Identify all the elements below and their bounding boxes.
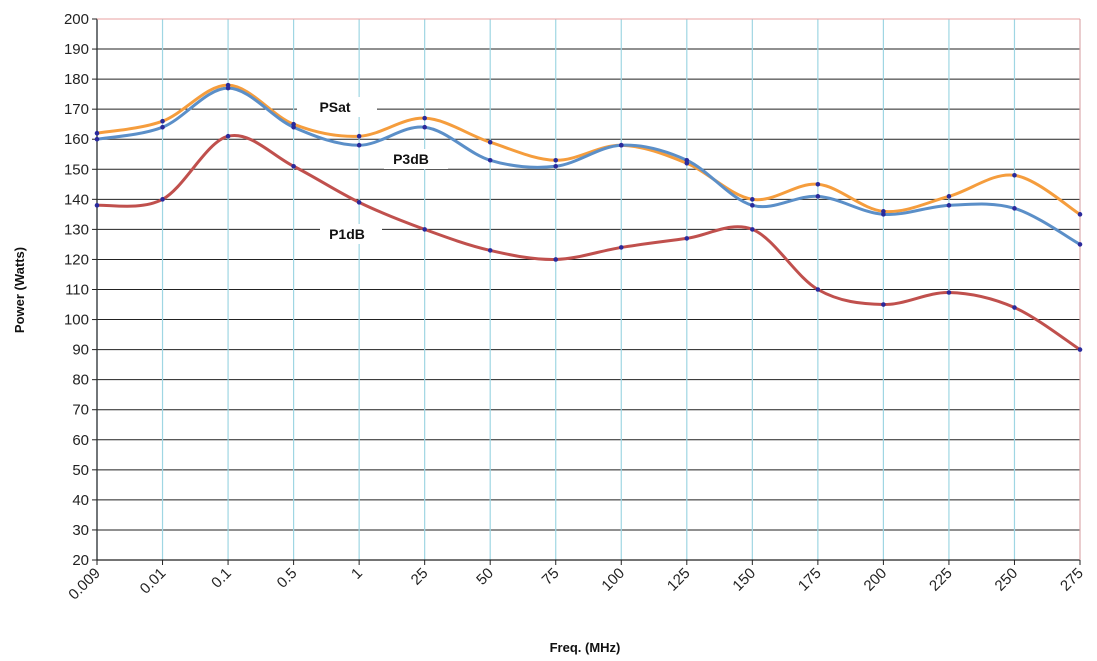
series-label-bg-psat bbox=[297, 97, 377, 117]
series-label-p3db: P3dB bbox=[393, 151, 429, 167]
data-point-psat bbox=[946, 194, 952, 199]
x-tick-label: 275 bbox=[1057, 565, 1087, 595]
series-label-bg-p3db bbox=[384, 149, 448, 169]
data-point-p3db bbox=[618, 142, 624, 148]
y-tick-label: 200 bbox=[64, 11, 89, 28]
data-point-p1db bbox=[160, 197, 165, 202]
x-tick-label: 0.009 bbox=[65, 565, 104, 604]
data-point-psat bbox=[553, 157, 559, 163]
data-point-p1db bbox=[1012, 305, 1017, 310]
series-line-p3db bbox=[95, 86, 1082, 246]
axes: 2030405060708090100110120130140150160170… bbox=[64, 11, 1087, 603]
series-line-p1db bbox=[95, 133, 1082, 352]
data-markers bbox=[94, 82, 1083, 352]
data-point-p3db bbox=[1077, 242, 1083, 247]
data-point-p1db bbox=[946, 290, 952, 295]
data-point-p1db bbox=[487, 248, 493, 253]
x-tick-label: 200 bbox=[861, 565, 891, 595]
data-point-p3db bbox=[356, 142, 362, 148]
x-tick-label: 0.1 bbox=[208, 565, 235, 592]
data-point-p1db bbox=[422, 227, 427, 232]
y-tick-label: 50 bbox=[72, 462, 89, 479]
data-point-p3db bbox=[946, 203, 952, 208]
data-point-psat bbox=[815, 182, 821, 187]
x-axis-title: Freq. (MHz) bbox=[550, 640, 621, 655]
series-line-psat bbox=[95, 83, 1082, 216]
data-point-p1db bbox=[881, 302, 886, 307]
x-tick-label: 75 bbox=[539, 565, 563, 589]
x-tick-label: 25 bbox=[408, 565, 432, 589]
y-tick-label: 160 bbox=[64, 131, 89, 148]
data-point-p1db bbox=[684, 236, 690, 241]
x-tick-label: 100 bbox=[598, 565, 628, 595]
series-label-p1db: P1dB bbox=[329, 226, 365, 242]
series-label-bg-p1db bbox=[320, 224, 382, 244]
data-point-p1db bbox=[750, 227, 755, 232]
data-point-p1db bbox=[1077, 347, 1083, 352]
data-point-psat bbox=[160, 118, 165, 124]
data-point-p3db bbox=[553, 163, 559, 169]
data-point-p1db bbox=[94, 203, 100, 208]
y-tick-label: 90 bbox=[72, 342, 89, 359]
data-point-psat bbox=[422, 115, 427, 121]
y-tick-label: 120 bbox=[64, 251, 89, 268]
x-tick-label: 250 bbox=[992, 565, 1022, 595]
data-point-psat bbox=[1012, 172, 1017, 178]
data-point-p3db bbox=[750, 203, 755, 208]
data-point-p3db bbox=[422, 124, 427, 130]
y-tick-label: 130 bbox=[64, 221, 89, 238]
data-point-p1db bbox=[553, 257, 559, 262]
data-point-p3db bbox=[487, 157, 493, 163]
y-tick-label: 40 bbox=[72, 492, 89, 509]
data-point-psat bbox=[750, 197, 755, 202]
y-tick-label: 70 bbox=[72, 402, 89, 419]
data-point-p1db bbox=[815, 287, 821, 292]
grid bbox=[96, 18, 1081, 561]
x-tick-label: 225 bbox=[926, 565, 956, 595]
y-tick-label: 150 bbox=[64, 161, 89, 178]
data-point-p3db bbox=[1012, 206, 1017, 211]
data-point-p3db bbox=[684, 157, 690, 163]
data-point-psat bbox=[1077, 212, 1083, 217]
y-tick-label: 20 bbox=[72, 552, 89, 569]
x-tick-label: 0.01 bbox=[137, 565, 170, 598]
data-point-psat bbox=[487, 139, 493, 145]
y-tick-label: 190 bbox=[64, 41, 89, 58]
data-point-psat bbox=[94, 130, 100, 136]
series-lines bbox=[95, 83, 1082, 352]
y-tick-label: 100 bbox=[64, 312, 89, 329]
data-point-p1db bbox=[225, 133, 231, 139]
data-point-p1db bbox=[618, 245, 624, 250]
y-tick-label: 140 bbox=[64, 191, 89, 208]
y-tick-label: 80 bbox=[72, 372, 89, 389]
data-point-p3db bbox=[291, 124, 296, 130]
y-tick-label: 180 bbox=[64, 71, 89, 88]
x-tick-label: 175 bbox=[795, 565, 825, 595]
data-point-p3db bbox=[815, 194, 821, 199]
y-tick-label: 110 bbox=[65, 282, 89, 299]
y-tick-label: 60 bbox=[72, 432, 89, 449]
data-point-p3db bbox=[160, 124, 165, 130]
data-point-p1db bbox=[291, 163, 296, 169]
data-point-psat bbox=[356, 133, 362, 139]
y-tick-label: 30 bbox=[72, 522, 89, 539]
x-tick-label: 0.5 bbox=[274, 565, 301, 592]
x-tick-label: 50 bbox=[473, 565, 497, 589]
data-point-p3db bbox=[225, 85, 231, 91]
x-tick-label: 150 bbox=[729, 565, 759, 595]
y-tick-label: 170 bbox=[64, 101, 89, 118]
data-point-p3db bbox=[94, 136, 100, 142]
x-tick-label: 125 bbox=[664, 565, 694, 595]
x-tick-label: 1 bbox=[348, 565, 366, 583]
series-label-psat: PSat bbox=[319, 99, 350, 115]
data-point-p3db bbox=[881, 212, 886, 217]
data-point-p1db bbox=[356, 200, 362, 205]
y-axis-title: Power (Watts) bbox=[12, 247, 27, 333]
series-labels: PSat P3dB P1dB bbox=[297, 97, 448, 244]
